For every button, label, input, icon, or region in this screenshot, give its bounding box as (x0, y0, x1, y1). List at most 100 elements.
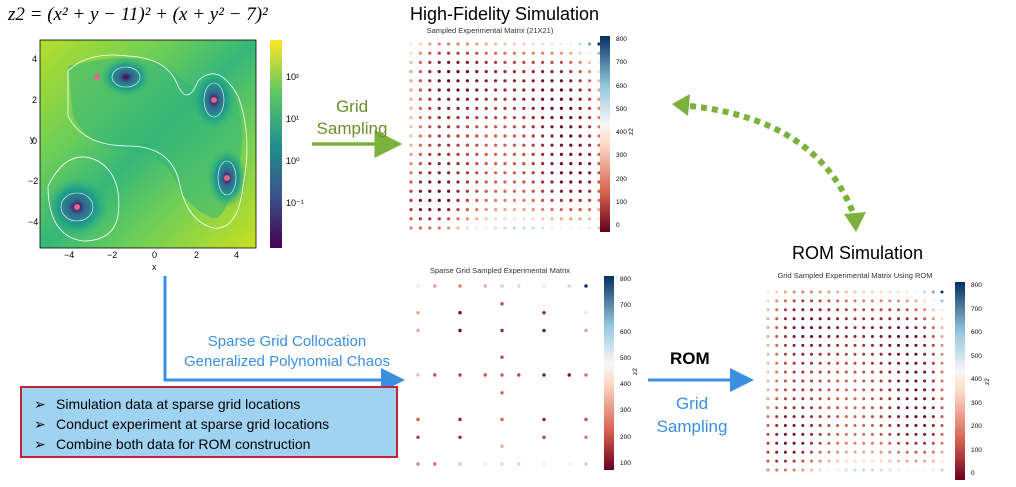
sample-point (584, 311, 588, 315)
sample-point (870, 352, 874, 356)
sparse-label: Sparse Grid Collocation Generalized Poly… (166, 332, 408, 372)
sample-point (588, 88, 592, 92)
sample-point (569, 226, 573, 230)
sample-point (818, 379, 822, 383)
sample-point (522, 116, 526, 120)
sample-point (888, 317, 892, 321)
sample-point (447, 79, 451, 83)
sample-point (484, 217, 488, 221)
sample-point (447, 226, 451, 230)
sample-point (517, 373, 521, 377)
sample-point (500, 444, 504, 448)
sample-point (458, 417, 462, 422)
sample-point (827, 432, 831, 436)
sample-point (897, 370, 900, 374)
sample-point (853, 406, 857, 410)
sample-point (447, 106, 451, 110)
sample-point (465, 79, 469, 83)
sample-point (818, 352, 822, 356)
sample-point (879, 424, 883, 427)
comparison-arrowhead-1 (672, 94, 690, 116)
sample-point (503, 226, 507, 230)
sample-point (541, 51, 545, 55)
hf-scatter-plot (409, 42, 601, 230)
high-fidelity-title: High-Fidelity Simulation (410, 4, 600, 24)
sample-point (923, 299, 927, 303)
sample-point (503, 217, 507, 221)
sample-point (870, 290, 874, 294)
sample-point (456, 88, 460, 92)
sample-point (531, 162, 535, 166)
sample-point (418, 60, 422, 64)
sample-point (584, 328, 588, 333)
sample-point (818, 370, 822, 374)
sample-point (569, 152, 573, 156)
colorbar-tick: 500 (971, 352, 982, 360)
sample-point (879, 343, 883, 347)
sample-point (428, 226, 432, 230)
sample-point (541, 226, 545, 230)
sample-point (897, 468, 900, 472)
sample-point (923, 468, 927, 472)
sample-point (494, 208, 498, 212)
sample-point (437, 143, 441, 147)
sample-point (484, 116, 488, 120)
rom-colorbar-ticks: 800 700 600 500 400 300 200 100 0 (969, 282, 989, 482)
sample-point (905, 317, 909, 321)
sample-point (465, 70, 469, 74)
sample-point (888, 397, 892, 401)
sample-point (862, 379, 866, 383)
sample-point (433, 373, 437, 377)
sample-point (905, 468, 909, 472)
sample-point (531, 189, 535, 193)
sample-point (827, 424, 831, 427)
sample-point (569, 60, 573, 64)
colorbar-tick: 400 (616, 129, 627, 136)
sample-point (914, 361, 918, 365)
sample-point (578, 189, 582, 193)
colorbar-tick: 100 (620, 460, 631, 467)
sample-point (550, 208, 554, 212)
sample-point (550, 79, 554, 83)
x-tick: −2 (107, 250, 118, 260)
sample-point (914, 450, 918, 454)
sample-point (550, 60, 554, 64)
sample-point (541, 143, 545, 147)
sample-point (437, 42, 441, 46)
sample-point (897, 379, 900, 383)
sample-point (879, 459, 883, 463)
sample-point (862, 343, 866, 347)
sample-point (783, 343, 787, 347)
sample-point (888, 361, 892, 365)
sample-point (783, 415, 787, 419)
sample-point (836, 406, 840, 410)
sample-point (914, 406, 918, 410)
sample-point (483, 462, 487, 466)
sample-point (531, 217, 535, 221)
sample-point (428, 143, 432, 147)
sample-point (428, 171, 432, 175)
sample-point (931, 441, 935, 445)
sample-point (818, 468, 822, 472)
sample-point (818, 406, 822, 410)
sample-point (503, 106, 507, 110)
sample-point (503, 42, 507, 46)
sample-point (775, 379, 779, 383)
sample-point (578, 162, 582, 166)
sample-point (888, 388, 892, 392)
sample-point (458, 284, 462, 288)
sample-point (897, 352, 900, 356)
sample-point (458, 328, 462, 333)
sample-point (827, 406, 831, 410)
sample-point (559, 70, 563, 74)
colorbar-tick: 600 (620, 328, 631, 336)
sample-point (531, 70, 535, 74)
sample-point (597, 134, 601, 138)
sample-point (801, 317, 805, 321)
sample-point (888, 441, 892, 445)
sample-point (914, 290, 918, 294)
sample-point (836, 415, 840, 419)
sample-point (494, 70, 498, 74)
sample-point (888, 424, 892, 427)
sample-point (522, 226, 526, 230)
